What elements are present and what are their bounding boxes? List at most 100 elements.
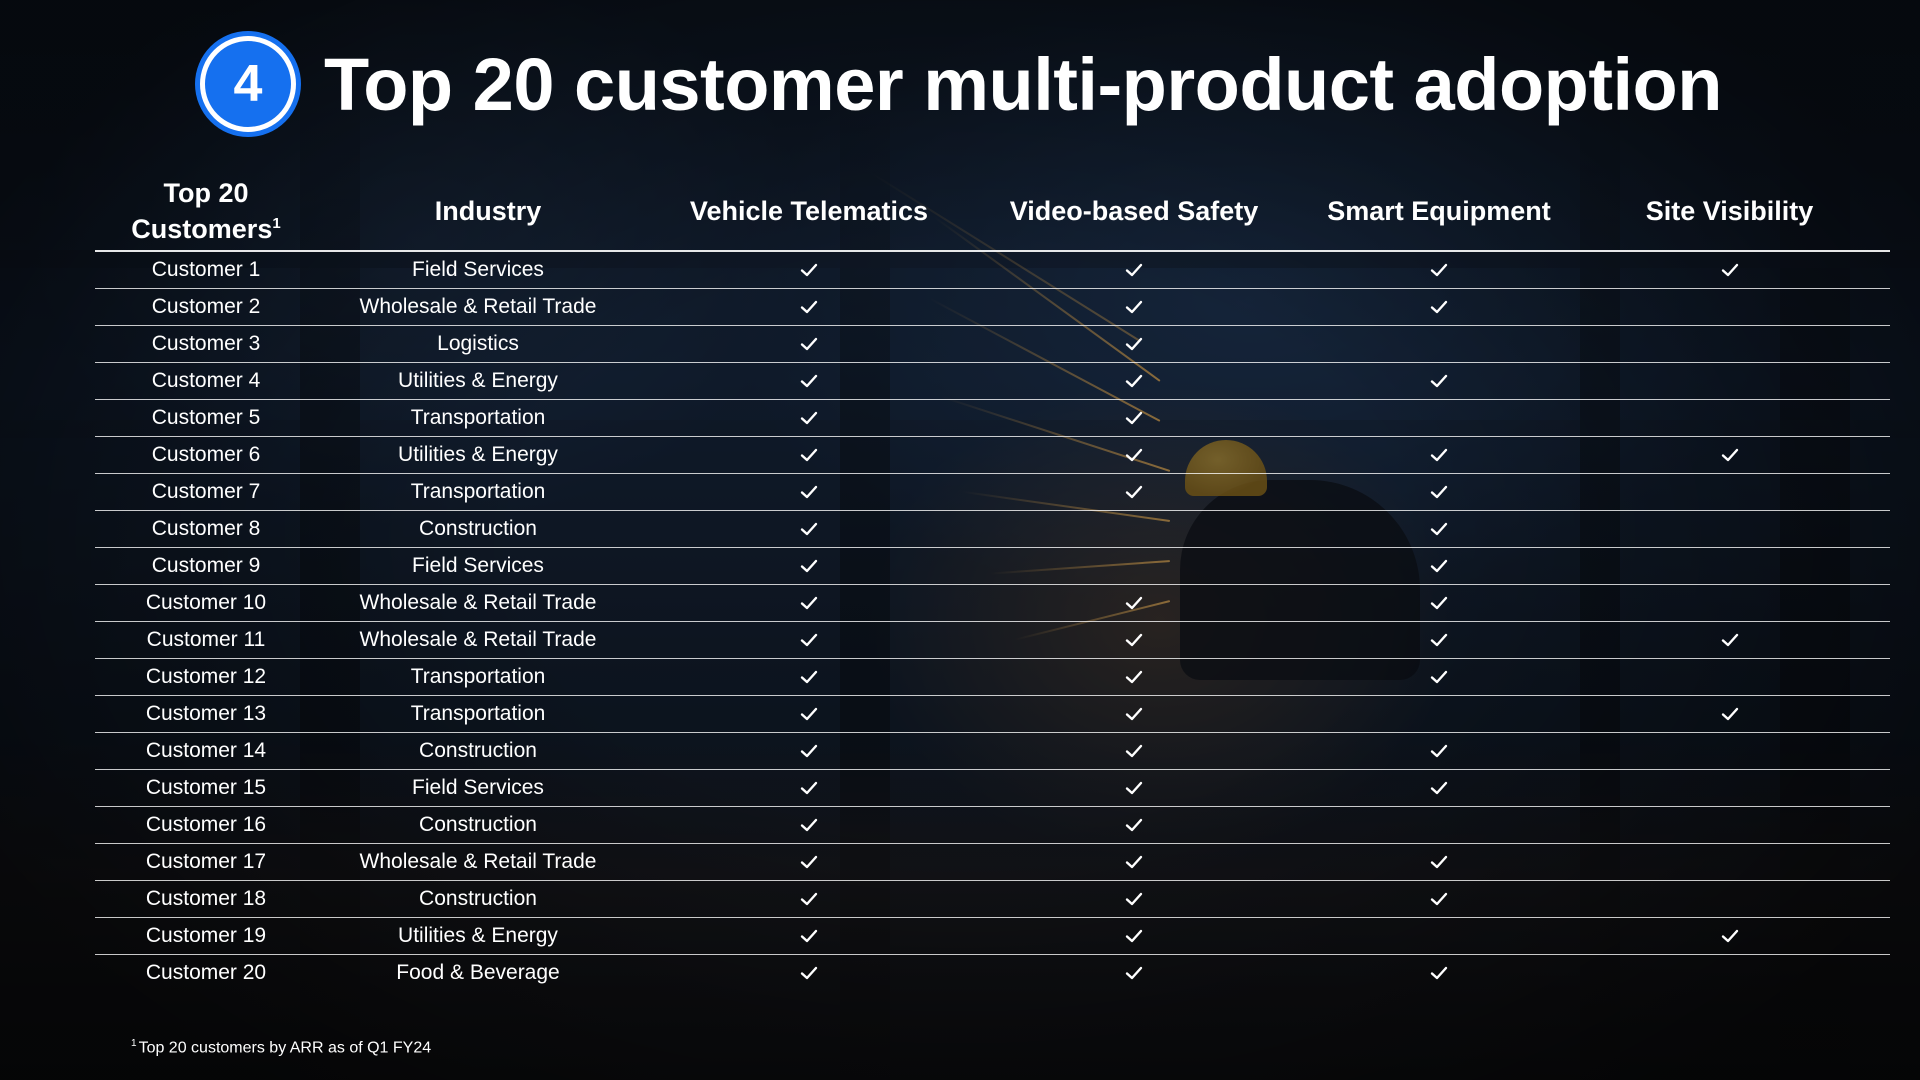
- checkmark-icon: [1429, 297, 1449, 317]
- customer-cell: Customer 2: [151, 295, 261, 318]
- table-row: Customer 18 Construction: [95, 881, 1890, 918]
- table-row: Customer 3 Logistics: [95, 326, 1890, 363]
- video-safety-cell: [959, 702, 1309, 726]
- checkmark-icon: [1124, 741, 1144, 761]
- customer-cell: Customer 20: [145, 961, 267, 984]
- checkmark-icon: [1429, 445, 1449, 465]
- checkmark-icon: [1124, 630, 1144, 650]
- column-header-customers-label: Top 20 Customers: [131, 178, 273, 244]
- checkmark-icon: [1429, 889, 1449, 909]
- customer-cell: Customer 8: [151, 517, 261, 540]
- smart-equipment-cell: [1309, 628, 1569, 652]
- smart-equipment-cell: [1309, 850, 1569, 874]
- site-visibility-cell: [1569, 443, 1890, 467]
- checkmark-icon: [1429, 778, 1449, 798]
- smart-equipment-cell: [1309, 258, 1569, 282]
- industry-cell: Field Services: [412, 554, 544, 577]
- checkmark-icon: [799, 519, 819, 539]
- customer-cell: Customer 7: [151, 480, 261, 503]
- column-header-smart-equipment: Smart Equipment: [1327, 196, 1551, 226]
- video-safety-cell: [959, 591, 1309, 615]
- table-row: Customer 20 Food & Beverage: [95, 955, 1890, 991]
- vehicle-telematics-cell: [659, 406, 959, 430]
- video-safety-cell: [959, 961, 1309, 985]
- site-visibility-cell: [1569, 258, 1890, 282]
- checkmark-icon: [799, 556, 819, 576]
- industry-cell: Transportation: [410, 702, 546, 725]
- customer-cell: Customer 14: [145, 739, 267, 762]
- vehicle-telematics-cell: [659, 258, 959, 282]
- checkmark-icon: [1720, 630, 1740, 650]
- checkmark-icon: [1429, 852, 1449, 872]
- site-visibility-cell: [1569, 702, 1890, 726]
- industry-cell: Field Services: [412, 776, 544, 799]
- industry-cell: Food & Beverage: [396, 961, 560, 984]
- checkmark-icon: [1124, 260, 1144, 280]
- vehicle-telematics-cell: [659, 295, 959, 319]
- table-row: Customer 4 Utilities & Energy: [95, 363, 1890, 400]
- checkmark-icon: [1720, 260, 1740, 280]
- site-visibility-cell: [1569, 628, 1890, 652]
- checkmark-icon: [1720, 704, 1740, 724]
- customer-cell: Customer 12: [145, 665, 267, 688]
- smart-equipment-cell: [1309, 295, 1569, 319]
- customer-cell: Customer 11: [146, 628, 266, 651]
- customer-cell: Customer 19: [145, 924, 267, 947]
- vehicle-telematics-cell: [659, 517, 959, 541]
- checkmark-icon: [1124, 297, 1144, 317]
- checkmark-icon: [1429, 482, 1449, 502]
- video-safety-cell: [959, 776, 1309, 800]
- customer-cell: Customer 3: [151, 332, 261, 355]
- table-row: Customer 1 Field Services: [95, 252, 1890, 289]
- smart-equipment-cell: [1309, 739, 1569, 763]
- customer-cell: Customer 15: [145, 776, 267, 799]
- checkmark-icon: [1429, 630, 1449, 650]
- vehicle-telematics-cell: [659, 739, 959, 763]
- smart-equipment-cell: [1309, 517, 1569, 541]
- industry-cell: Wholesale & Retail Trade: [359, 295, 597, 318]
- checkmark-icon: [1429, 593, 1449, 613]
- vehicle-telematics-cell: [659, 369, 959, 393]
- smart-equipment-cell: [1309, 961, 1569, 985]
- smart-equipment-cell: [1309, 443, 1569, 467]
- industry-cell: Wholesale & Retail Trade: [359, 628, 597, 651]
- checkmark-icon: [799, 667, 819, 687]
- smart-equipment-cell: [1309, 591, 1569, 615]
- checkmark-icon: [799, 852, 819, 872]
- column-header-video-safety: Video-based Safety: [1009, 196, 1259, 226]
- checkmark-icon: [1429, 371, 1449, 391]
- table-row: Customer 15 Field Services: [95, 770, 1890, 807]
- table-header-row: Top 20 Customers1 Industry Vehicle Telem…: [95, 172, 1890, 252]
- checkmark-icon: [1124, 704, 1144, 724]
- checkmark-icon: [1720, 926, 1740, 946]
- checkmark-icon: [799, 297, 819, 317]
- video-safety-cell: [959, 443, 1309, 467]
- checkmark-icon: [1429, 667, 1449, 687]
- checkmark-icon: [799, 445, 819, 465]
- checkmark-icon: [1124, 852, 1144, 872]
- table-row: Customer 19 Utilities & Energy: [95, 918, 1890, 955]
- checkmark-icon: [1429, 741, 1449, 761]
- vehicle-telematics-cell: [659, 443, 959, 467]
- checkmark-icon: [1124, 334, 1144, 354]
- table-row: Customer 8 Construction: [95, 511, 1890, 548]
- footnote: 1 Top 20 customers by ARR as of Q1 FY24: [131, 1038, 431, 1057]
- vehicle-telematics-cell: [659, 665, 959, 689]
- column-header-vehicle-telematics: Vehicle Telematics: [689, 196, 929, 226]
- site-visibility-cell: [1569, 924, 1890, 948]
- video-safety-cell: [959, 813, 1309, 837]
- checkmark-icon: [1124, 778, 1144, 798]
- industry-cell: Construction: [419, 887, 537, 910]
- checkmark-icon: [1429, 963, 1449, 983]
- table-row: Customer 12 Transportation: [95, 659, 1890, 696]
- vehicle-telematics-cell: [659, 776, 959, 800]
- smart-equipment-cell: [1309, 369, 1569, 393]
- customer-cell: Customer 5: [151, 406, 261, 429]
- table-row: Customer 14 Construction: [95, 733, 1890, 770]
- video-safety-cell: [959, 850, 1309, 874]
- checkmark-icon: [799, 260, 819, 280]
- table-row: Customer 9 Field Services: [95, 548, 1890, 585]
- industry-cell: Wholesale & Retail Trade: [359, 850, 597, 873]
- vehicle-telematics-cell: [659, 628, 959, 652]
- table-row: Customer 5 Transportation: [95, 400, 1890, 437]
